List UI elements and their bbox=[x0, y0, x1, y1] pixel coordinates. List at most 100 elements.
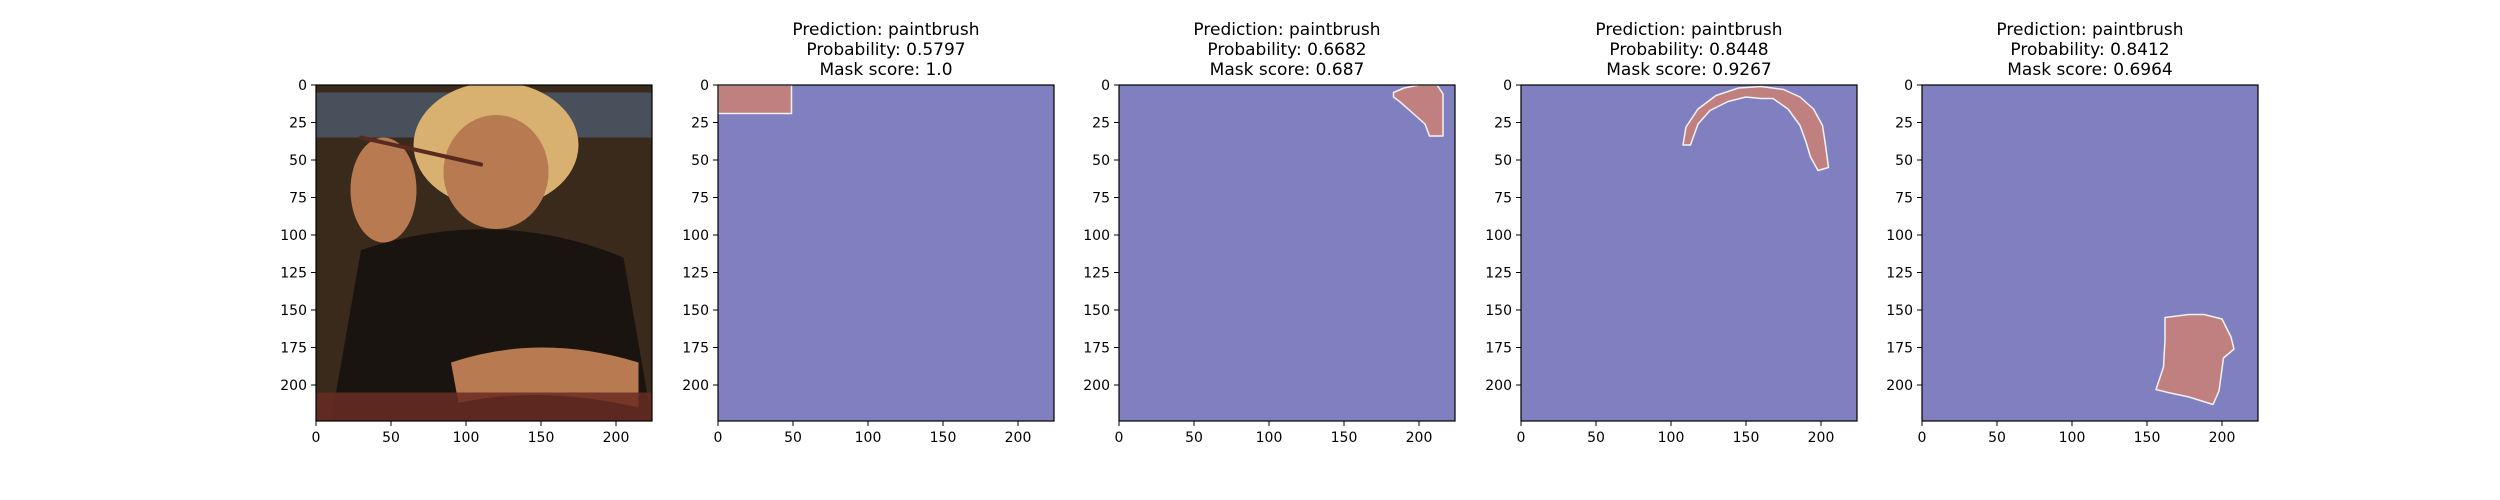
y-tick-label: 200 bbox=[1083, 378, 1110, 394]
y-tick-label: 50 bbox=[1895, 153, 1913, 169]
axes-frame bbox=[1118, 84, 1456, 422]
y-tick-label: 25 bbox=[289, 116, 307, 132]
y-tick-label: 75 bbox=[1092, 191, 1110, 207]
x-tick-label: 50 bbox=[1988, 430, 2006, 446]
y-tick-label: 125 bbox=[280, 266, 307, 282]
panel-title-line: Probability: 0.8412 bbox=[2010, 40, 2169, 60]
panel-title-line: Probability: 0.5797 bbox=[806, 40, 965, 60]
x-tick-label: 200 bbox=[2209, 430, 2236, 446]
y-tick-label: 75 bbox=[1895, 191, 1913, 207]
y-tick-label: 200 bbox=[280, 378, 307, 394]
y-tick-label: 175 bbox=[1485, 341, 1512, 357]
photo-table bbox=[316, 392, 652, 421]
y-tick-label: 125 bbox=[1083, 266, 1110, 282]
y-tick-label: 100 bbox=[1485, 228, 1512, 244]
y-tick-label: 100 bbox=[1083, 228, 1110, 244]
y-tick-label: 75 bbox=[691, 191, 709, 207]
y-tick-label: 150 bbox=[280, 303, 307, 319]
panel-1: 0 50 100 150 200 0 25 50 75 100 125 150 175 200 bbox=[280, 78, 653, 446]
x-tick-label: 100 bbox=[1256, 430, 1283, 446]
axes-frame bbox=[717, 84, 1055, 422]
y-tick-label: 200 bbox=[682, 378, 709, 394]
x-tick-label: 150 bbox=[1331, 430, 1358, 446]
y-tick-label: 25 bbox=[1092, 116, 1110, 132]
x-tick-label: 200 bbox=[603, 430, 630, 446]
panel-title-line: Probability: 0.6682 bbox=[1207, 40, 1366, 60]
x-tick-label: 0 bbox=[1115, 430, 1124, 446]
y-tick-label: 150 bbox=[1485, 303, 1512, 319]
x-tick-label: 150 bbox=[528, 430, 555, 446]
x-tick-label: 100 bbox=[1658, 430, 1685, 446]
y-tick-label: 125 bbox=[1886, 266, 1913, 282]
y-tick-label: 50 bbox=[289, 153, 307, 169]
y-tick-label: 25 bbox=[1895, 116, 1913, 132]
input-photo bbox=[316, 85, 652, 421]
photo-brush bbox=[359, 135, 483, 167]
y-tick-label: 100 bbox=[1886, 228, 1913, 244]
y-tick-label: 0 bbox=[700, 78, 709, 94]
y-tick-label: 125 bbox=[1485, 266, 1512, 282]
photo-raised-hand bbox=[350, 137, 417, 243]
x-tick-label: 0 bbox=[1918, 430, 1927, 446]
y-tick-label: 125 bbox=[682, 266, 709, 282]
mask-region bbox=[717, 84, 793, 115]
y-tick-label: 50 bbox=[691, 153, 709, 169]
y-tick-label: 50 bbox=[1092, 153, 1110, 169]
x-tick-label: 150 bbox=[930, 430, 957, 446]
axes-frame bbox=[1921, 84, 2259, 422]
panel-title-line: Prediction: paintbrush bbox=[1996, 20, 2183, 40]
panel-title-line: Mask score: 0.6964 bbox=[2007, 60, 2172, 80]
panel-title-line: Prediction: paintbrush bbox=[1193, 20, 1380, 40]
x-tick-label: 100 bbox=[453, 430, 480, 446]
y-tick-label: 200 bbox=[1886, 378, 1913, 394]
y-tick-label: 25 bbox=[1494, 116, 1512, 132]
axes-frame bbox=[1520, 84, 1858, 422]
y-tick-label: 25 bbox=[691, 116, 709, 132]
x-tick-label: 150 bbox=[2134, 430, 2161, 446]
panel-title-line: Probability: 0.8448 bbox=[1609, 40, 1768, 60]
x-tick-label: 0 bbox=[1517, 430, 1526, 446]
mask-region bbox=[1682, 85, 1830, 172]
y-tick-label: 150 bbox=[1083, 303, 1110, 319]
panel-title-line: Prediction: paintbrush bbox=[792, 20, 979, 40]
y-tick-label: 175 bbox=[280, 341, 307, 357]
y-tick-label: 200 bbox=[1485, 378, 1512, 394]
x-tick-label: 100 bbox=[855, 430, 882, 446]
y-tick-label: 0 bbox=[298, 78, 307, 94]
x-tick-label: 50 bbox=[784, 430, 802, 446]
x-tick-label: 200 bbox=[1808, 430, 1835, 446]
x-tick-label: 50 bbox=[1587, 430, 1605, 446]
mask-region bbox=[2155, 313, 2235, 406]
panel-title-line: Mask score: 1.0 bbox=[819, 60, 952, 80]
y-tick-label: 75 bbox=[289, 191, 307, 207]
x-tick-label: 50 bbox=[382, 430, 400, 446]
photo-face bbox=[443, 115, 549, 229]
axes-frame bbox=[315, 84, 653, 422]
y-tick-label: 75 bbox=[1494, 191, 1512, 207]
x-tick-label: 0 bbox=[714, 430, 723, 446]
y-tick-label: 175 bbox=[1083, 341, 1110, 357]
y-tick-label: 0 bbox=[1503, 78, 1512, 94]
y-tick-label: 50 bbox=[1494, 153, 1512, 169]
panel-title-line: Mask score: 0.9267 bbox=[1606, 60, 1771, 80]
y-tick-label: 0 bbox=[1904, 78, 1913, 94]
panel-title-line: Prediction: paintbrush bbox=[1595, 20, 1782, 40]
y-tick-label: 150 bbox=[1886, 303, 1913, 319]
panel-title-line: Mask score: 0.687 bbox=[1210, 60, 1365, 80]
y-tick-label: 0 bbox=[1101, 78, 1110, 94]
y-tick-label: 150 bbox=[682, 303, 709, 319]
mask-background bbox=[718, 85, 1054, 421]
y-tick-label: 175 bbox=[682, 341, 709, 357]
x-tick-label: 150 bbox=[1733, 430, 1760, 446]
x-tick-label: 0 bbox=[312, 430, 321, 446]
mask-background bbox=[1119, 85, 1455, 421]
y-tick-label: 100 bbox=[280, 228, 307, 244]
x-tick-label: 100 bbox=[2059, 430, 2086, 446]
x-tick-label: 200 bbox=[1005, 430, 1032, 446]
x-tick-label: 200 bbox=[1406, 430, 1433, 446]
